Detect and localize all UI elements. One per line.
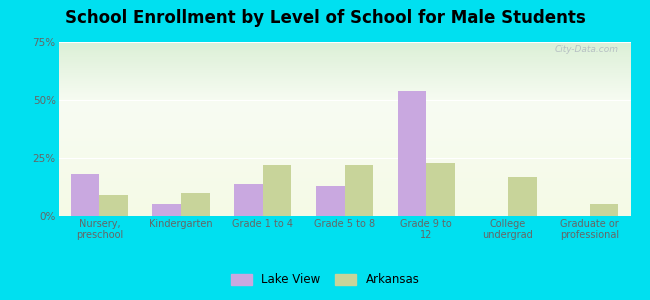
Bar [99, 195, 128, 216]
Bar [398, 91, 426, 216]
Bar [234, 184, 263, 216]
Bar [181, 193, 210, 216]
Bar [263, 165, 291, 216]
Bar [590, 204, 618, 216]
Bar [316, 186, 344, 216]
Bar [508, 177, 536, 216]
Text: School Enrollment by Level of School for Male Students: School Enrollment by Level of School for… [64, 9, 586, 27]
Bar [344, 165, 373, 216]
Text: City-Data.com: City-Data.com [555, 46, 619, 55]
Bar [71, 174, 99, 216]
Legend: Lake View, Arkansas: Lake View, Arkansas [226, 269, 424, 291]
Bar [426, 163, 455, 216]
Bar [153, 204, 181, 216]
